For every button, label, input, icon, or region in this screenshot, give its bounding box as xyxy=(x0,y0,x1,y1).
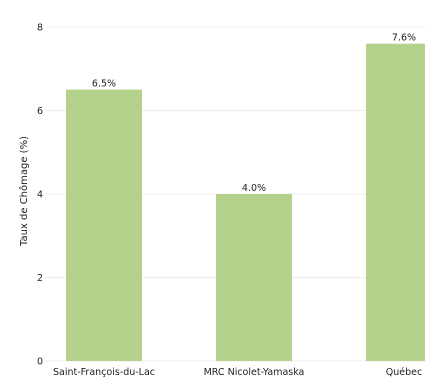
y-tick-label: 6 xyxy=(37,106,43,117)
y-tick-label: 8 xyxy=(37,23,43,34)
data-label: 6.5% xyxy=(92,79,116,90)
y-tick-label: 2 xyxy=(37,273,43,284)
x-tick-label: MRC Nicolet-Yamaska xyxy=(204,367,305,378)
y-tick-labels: 0 2 4 6 8 xyxy=(37,23,43,368)
y-tick-label: 4 xyxy=(37,190,43,201)
data-labels: 6.5% 4.0% 7.6% xyxy=(92,33,416,194)
bar xyxy=(366,43,425,361)
data-label: 7.6% xyxy=(392,33,416,44)
bars xyxy=(66,43,425,361)
x-tick-label: Saint-François-du-Lac xyxy=(53,367,155,378)
data-label: 4.0% xyxy=(242,183,266,194)
x-tick-labels: Saint-François-du-Lac MRC Nicolet-Yamaska… xyxy=(53,367,422,378)
y-axis-title: Taux de Chômage (%) xyxy=(18,136,30,247)
bar xyxy=(216,194,292,361)
bar xyxy=(66,89,142,361)
x-tick-label: Québec xyxy=(386,367,422,378)
y-tick-label: 0 xyxy=(37,357,43,368)
